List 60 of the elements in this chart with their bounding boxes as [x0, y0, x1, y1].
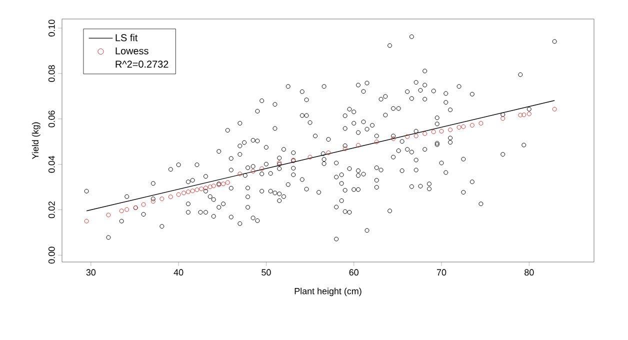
point: [500, 116, 506, 121]
y-tick-label: 0.00: [48, 246, 55, 264]
legend-label: Lowess: [116, 47, 148, 54]
point: [374, 140, 379, 144]
y-axis-title: Yield (kg): [32, 122, 40, 160]
point: [308, 154, 312, 160]
x-tick-label: 50: [262, 269, 271, 276]
y-tick-label: 0.02: [48, 201, 55, 218]
point: [422, 131, 428, 136]
x-tick-label: 60: [349, 269, 358, 276]
point: [182, 190, 186, 196]
point: [150, 199, 156, 204]
y-tick-label: 0.08: [48, 65, 55, 82]
point: [238, 172, 242, 176]
point: [124, 207, 130, 212]
point: [141, 202, 146, 207]
point: [250, 168, 256, 174]
point: [461, 124, 466, 129]
point: [208, 184, 212, 190]
point: [225, 180, 230, 185]
point: [526, 112, 532, 116]
point: [199, 186, 204, 192]
point: [356, 143, 360, 148]
point: [221, 182, 226, 186]
point: [211, 184, 216, 188]
point: [186, 190, 190, 194]
point: [260, 166, 264, 171]
y-tick-label: 0.06: [48, 110, 55, 128]
point: [342, 146, 348, 151]
y-tick-label: 0.10: [48, 20, 55, 36]
point: [326, 150, 331, 156]
y-tick-label: 0.04: [48, 156, 55, 173]
point: [405, 134, 410, 139]
x-axis-title: Plant height (cm): [294, 288, 362, 296]
point: [194, 188, 200, 192]
point: [414, 134, 418, 138]
point: [456, 125, 462, 130]
point: [168, 194, 173, 200]
point: [522, 112, 526, 118]
point: [448, 128, 453, 132]
x-tick-label: 40: [174, 269, 184, 276]
point: [176, 192, 181, 197]
legend-label: LS fit: [116, 34, 138, 42]
point: [119, 208, 124, 214]
point: [203, 186, 208, 190]
x-tick-label: 70: [436, 269, 446, 276]
point: [391, 136, 396, 141]
point: [106, 212, 111, 218]
point: [431, 130, 436, 134]
point: [552, 106, 557, 112]
annotation: R^2=0.2732: [116, 60, 168, 68]
point: [84, 218, 89, 224]
point: [160, 196, 164, 202]
x-tick-label: 30: [86, 269, 96, 276]
x-tick-label: 80: [524, 269, 534, 276]
point: [470, 123, 474, 128]
point: [439, 128, 444, 134]
point: [478, 120, 484, 126]
point: [518, 112, 523, 118]
point: [190, 188, 195, 194]
